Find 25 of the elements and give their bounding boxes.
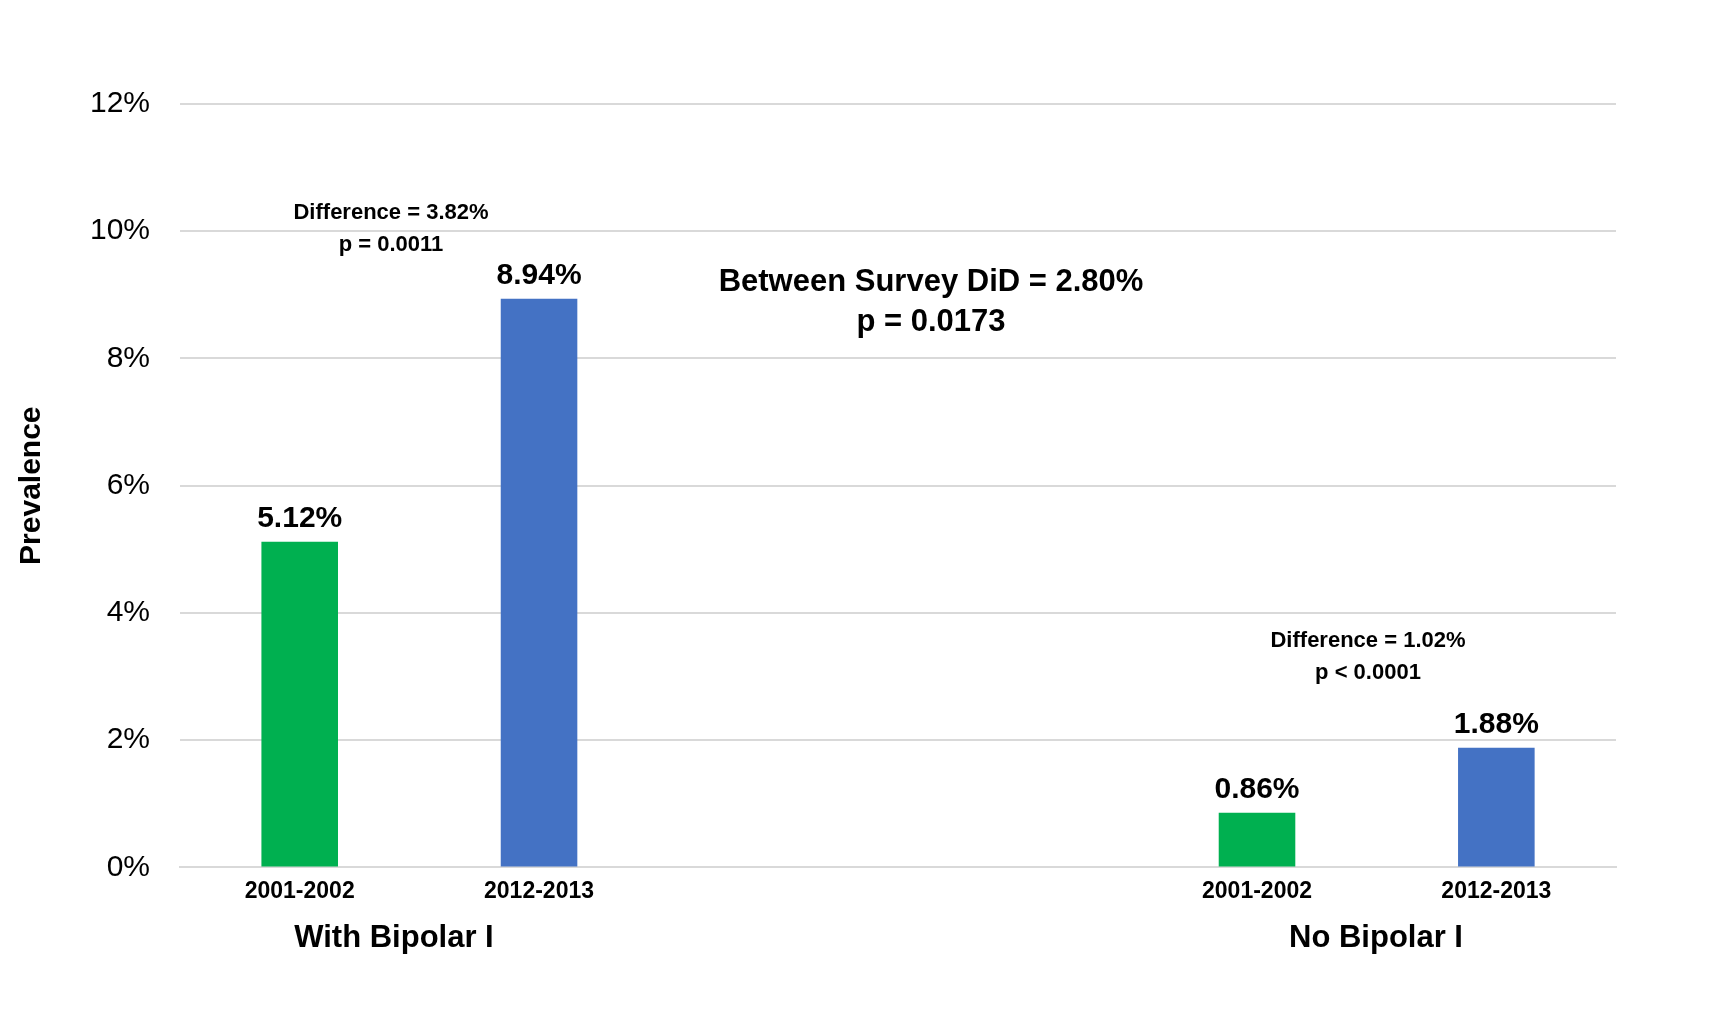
y-tick-label: 0% (106, 848, 151, 882)
y-tick-label: 10% (90, 212, 151, 246)
y-tick-label: 8% (106, 339, 151, 373)
x-tick-label: 2012-2013 (484, 876, 595, 903)
y-tick-label: 6% (106, 466, 151, 500)
y-axis-title: Prevalence (13, 406, 47, 565)
data-label: 8.94% (496, 256, 582, 290)
y-tick-label: 2% (106, 721, 151, 755)
bar (500, 298, 578, 867)
annotation: Difference = 1.02% p < 0.0001 (1270, 627, 1466, 685)
bar (261, 541, 338, 867)
data-label: 5.12% (257, 499, 343, 533)
bar (1218, 812, 1296, 867)
text: No Bipolar I (1289, 918, 1463, 954)
x-tick-label: 2012-2013 (1441, 876, 1552, 903)
text: With Bipolar I (294, 918, 494, 954)
data-label: 1.88% (1453, 706, 1539, 740)
y-tick-label: 12% (90, 85, 151, 119)
annotation: Difference = 3.82% p = 0.0011 (293, 199, 489, 257)
x-tick-label: 2001-2002 (1202, 876, 1313, 903)
y-tick-label: 4% (106, 594, 151, 628)
annotation: Between Survey DiD = 2.80% p = 0.0173 (718, 262, 1144, 338)
data-label: 0.86% (1214, 770, 1300, 804)
bar (1458, 747, 1535, 867)
x-tick-label: 2001-2002 (244, 876, 355, 903)
